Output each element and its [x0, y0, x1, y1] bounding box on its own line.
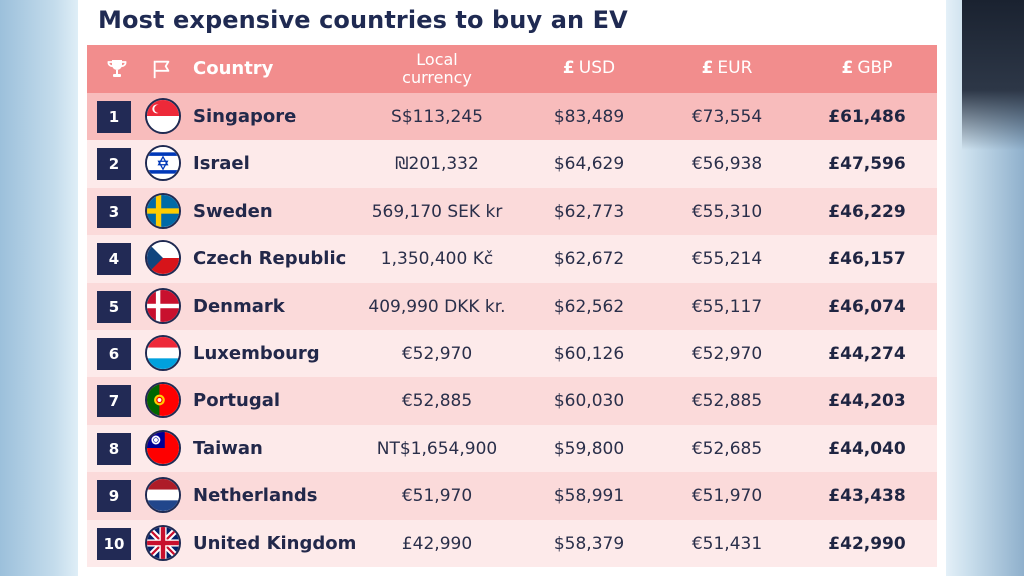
eur-price: €51,431	[691, 533, 763, 554]
flag-header-icon	[151, 57, 173, 81]
denmark-flag-icon	[145, 287, 181, 324]
rank-badge: 7	[97, 385, 131, 418]
taiwan-flag-icon	[145, 429, 181, 466]
israel-flag-icon	[145, 145, 181, 182]
gbp-price: £46,157	[828, 249, 906, 270]
eur-price: €52,685	[691, 438, 763, 459]
table-row: 2 Israel ₪201,332 $64,629 €56,938 £47,596	[87, 140, 937, 188]
country-name: Israel	[193, 153, 250, 175]
table-row: 6 Luxembourg €52,970 $60,126 €52,970 £44,274	[87, 329, 937, 378]
usd-price: $59,800	[553, 438, 625, 459]
eur-price: €55,214	[691, 249, 763, 270]
local-price: 1,350,400 Kč	[380, 249, 494, 270]
header-country: Country	[193, 58, 274, 79]
table-row: 10 United Kingdom £42,990 $58,379 €51,431 £42…	[87, 519, 937, 567]
gbp-price: £44,203	[828, 391, 906, 412]
header-eur: £ EUR	[701, 58, 753, 78]
currency-icon: £	[562, 58, 575, 78]
rank-badge: 8	[97, 432, 131, 465]
page-title: Most expensive countries to buy an EV	[98, 6, 628, 34]
gbp-price: £44,274	[828, 343, 906, 364]
table-body: 1 Singapore S$113,245 $83,489 €73,554 £61,486…	[87, 93, 937, 567]
header-usd: £ USD	[562, 58, 616, 78]
country-name: Taiwan	[193, 437, 263, 459]
background-left	[0, 0, 78, 576]
table-header: Country Local currency £ USD £ EUR £ GBP	[87, 45, 937, 93]
usd-price: $62,773	[553, 201, 625, 222]
local-price: 409,990 DKK kr.	[368, 296, 506, 317]
rank-badge: 3	[97, 195, 131, 228]
gbp-price: £61,486	[828, 107, 906, 127]
rank-badge: 5	[97, 290, 131, 323]
rank-badge: 10	[97, 527, 131, 560]
table-row: 8 Taiwan NT$1,654,900 $59,800 €52,685 £44,040	[87, 424, 937, 473]
rank-badge: 1	[97, 101, 131, 133]
czech-flag-icon	[145, 240, 181, 277]
portugal-flag-icon	[145, 382, 181, 419]
singapore-flag-icon	[145, 98, 181, 134]
rank-badge: 6	[97, 337, 131, 370]
local-price: S$113,245	[391, 107, 483, 127]
infographic-card: Most expensive countries to buy an EV Co…	[78, 0, 946, 576]
background-right	[946, 0, 1024, 576]
trophy-icon	[105, 57, 129, 81]
usd-price: $60,126	[553, 343, 625, 364]
luxembourg-flag-icon	[145, 334, 181, 371]
eur-price: €56,938	[691, 154, 763, 175]
currency-icon: £	[701, 58, 714, 78]
usd-price: $58,991	[553, 486, 625, 507]
eur-price: €55,117	[691, 296, 763, 317]
header-local-currency: Local currency	[402, 50, 472, 87]
usd-price: $83,489	[553, 107, 625, 127]
eur-price: €52,885	[691, 391, 763, 412]
eur-price: €51,970	[691, 486, 763, 507]
table-row: 3 Sweden 569,170 SEK kr $62,773 €55,310 £46,2…	[87, 187, 937, 236]
usd-price: $58,379	[553, 533, 625, 554]
background-dark-patch	[962, 0, 1024, 150]
uk-flag-icon	[145, 524, 181, 561]
sweden-flag-icon	[145, 192, 181, 229]
gbp-price: £43,438	[828, 486, 906, 507]
netherlands-flag-icon	[145, 477, 181, 514]
local-price: €51,970	[401, 486, 473, 507]
country-name: Sweden	[193, 200, 273, 222]
country-name: Luxembourg	[193, 342, 320, 364]
eur-price: €73,554	[691, 107, 763, 127]
currency-icon: £	[841, 58, 854, 78]
local-price: £42,990	[401, 533, 473, 554]
country-name: United Kingdom	[193, 532, 357, 554]
country-name: Portugal	[193, 390, 281, 412]
rank-badge: 9	[97, 480, 131, 513]
local-price: 569,170 SEK kr	[371, 201, 503, 222]
country-name: Singapore	[193, 106, 297, 127]
table-row: 1 Singapore S$113,245 $83,489 €73,554 £61,486	[87, 93, 937, 141]
gbp-price: £42,990	[828, 533, 906, 554]
gbp-price: £44,040	[828, 438, 906, 459]
eur-price: €52,970	[691, 343, 763, 364]
local-price: €52,970	[401, 343, 473, 364]
table-row: 5 Denmark 409,990 DKK kr. $62,562 €55,117 £46…	[87, 282, 937, 330]
table-row: 7 Portugal €52,885 $60,030 €52,885 £44,203	[87, 377, 937, 425]
table-row: 9 Netherlands €51,970 $58,991 €51,970 £43,438	[87, 472, 937, 520]
usd-price: $62,672	[553, 249, 625, 270]
gbp-price: £47,596	[828, 154, 906, 175]
gbp-price: £46,074	[828, 296, 906, 317]
local-price: NT$1,654,900	[376, 438, 498, 459]
country-name: Netherlands	[193, 485, 318, 507]
gbp-price: £46,229	[828, 201, 906, 222]
table-row: 4 Czech Republic 1,350,400 Kč $62,672 €55,21…	[87, 235, 937, 283]
country-name: Czech Republic	[193, 248, 347, 270]
eur-price: €55,310	[691, 201, 763, 222]
usd-price: $60,030	[553, 391, 625, 412]
usd-price: $62,562	[553, 296, 625, 317]
rank-badge: 2	[97, 148, 131, 181]
header-gbp: £ GBP	[841, 58, 893, 78]
ev-price-table: Country Local currency £ USD £ EUR £ GBP 1 S…	[87, 45, 937, 567]
rank-badge: 4	[97, 243, 131, 276]
usd-price: $64,629	[553, 154, 625, 175]
local-price: ₪201,332	[395, 154, 479, 175]
local-price: €52,885	[401, 391, 473, 412]
country-name: Denmark	[193, 295, 285, 317]
